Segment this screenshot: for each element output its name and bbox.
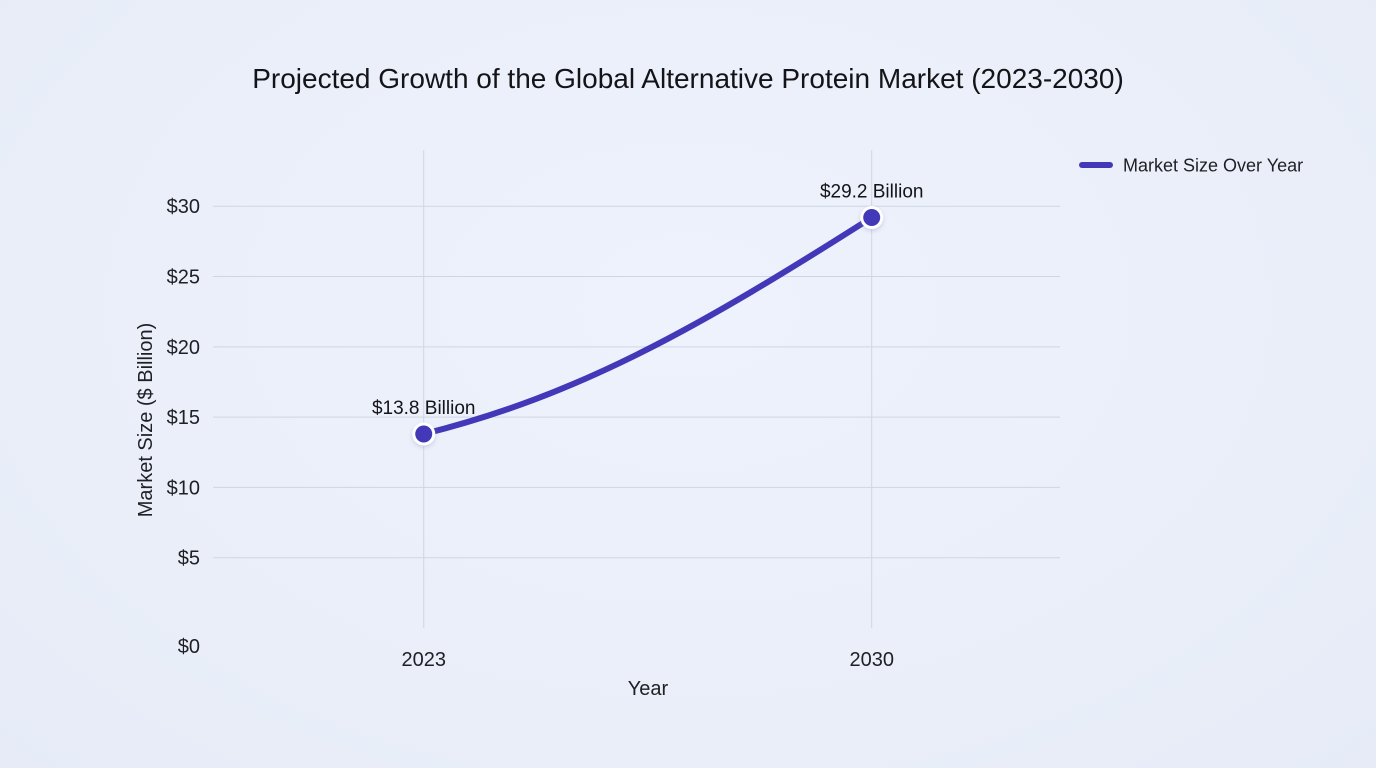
- y-tick-label: $10: [167, 477, 200, 499]
- data-label: $29.2 Billion: [820, 181, 924, 202]
- x-tick-label: 2030: [849, 649, 894, 671]
- y-tick-label: $5: [178, 548, 200, 570]
- legend-label: Market Size Over Year: [1123, 156, 1303, 176]
- y-tick-label: $20: [167, 337, 200, 359]
- y-tick-label: $30: [167, 196, 200, 218]
- legend: Market Size Over Year: [1079, 156, 1303, 176]
- data-labels: $13.8 Billion $29.2 Billion: [372, 181, 924, 419]
- series-layer: [412, 205, 884, 446]
- y-tick-label: $15: [167, 407, 200, 429]
- x-axis-label: Year: [628, 678, 669, 700]
- series-line: [420, 214, 875, 437]
- data-point: [415, 425, 433, 443]
- y-axis-label: Market Size ($ Billion): [135, 323, 157, 518]
- y-tick-label: $0: [178, 636, 200, 658]
- data-label: $13.8 Billion: [372, 398, 476, 419]
- data-point: [863, 208, 881, 226]
- x-axis-ticks: 2023 2030: [401, 649, 893, 671]
- y-axis-ticks: $0 $5 $10 $15 $20 $25 $30: [167, 196, 200, 658]
- chart-title: Projected Growth of the Global Alternati…: [252, 63, 1124, 94]
- gridlines: [213, 150, 1060, 628]
- x-tick-label: 2023: [401, 649, 446, 671]
- axes: [208, 149, 1065, 633]
- y-tick-label: $25: [167, 267, 200, 289]
